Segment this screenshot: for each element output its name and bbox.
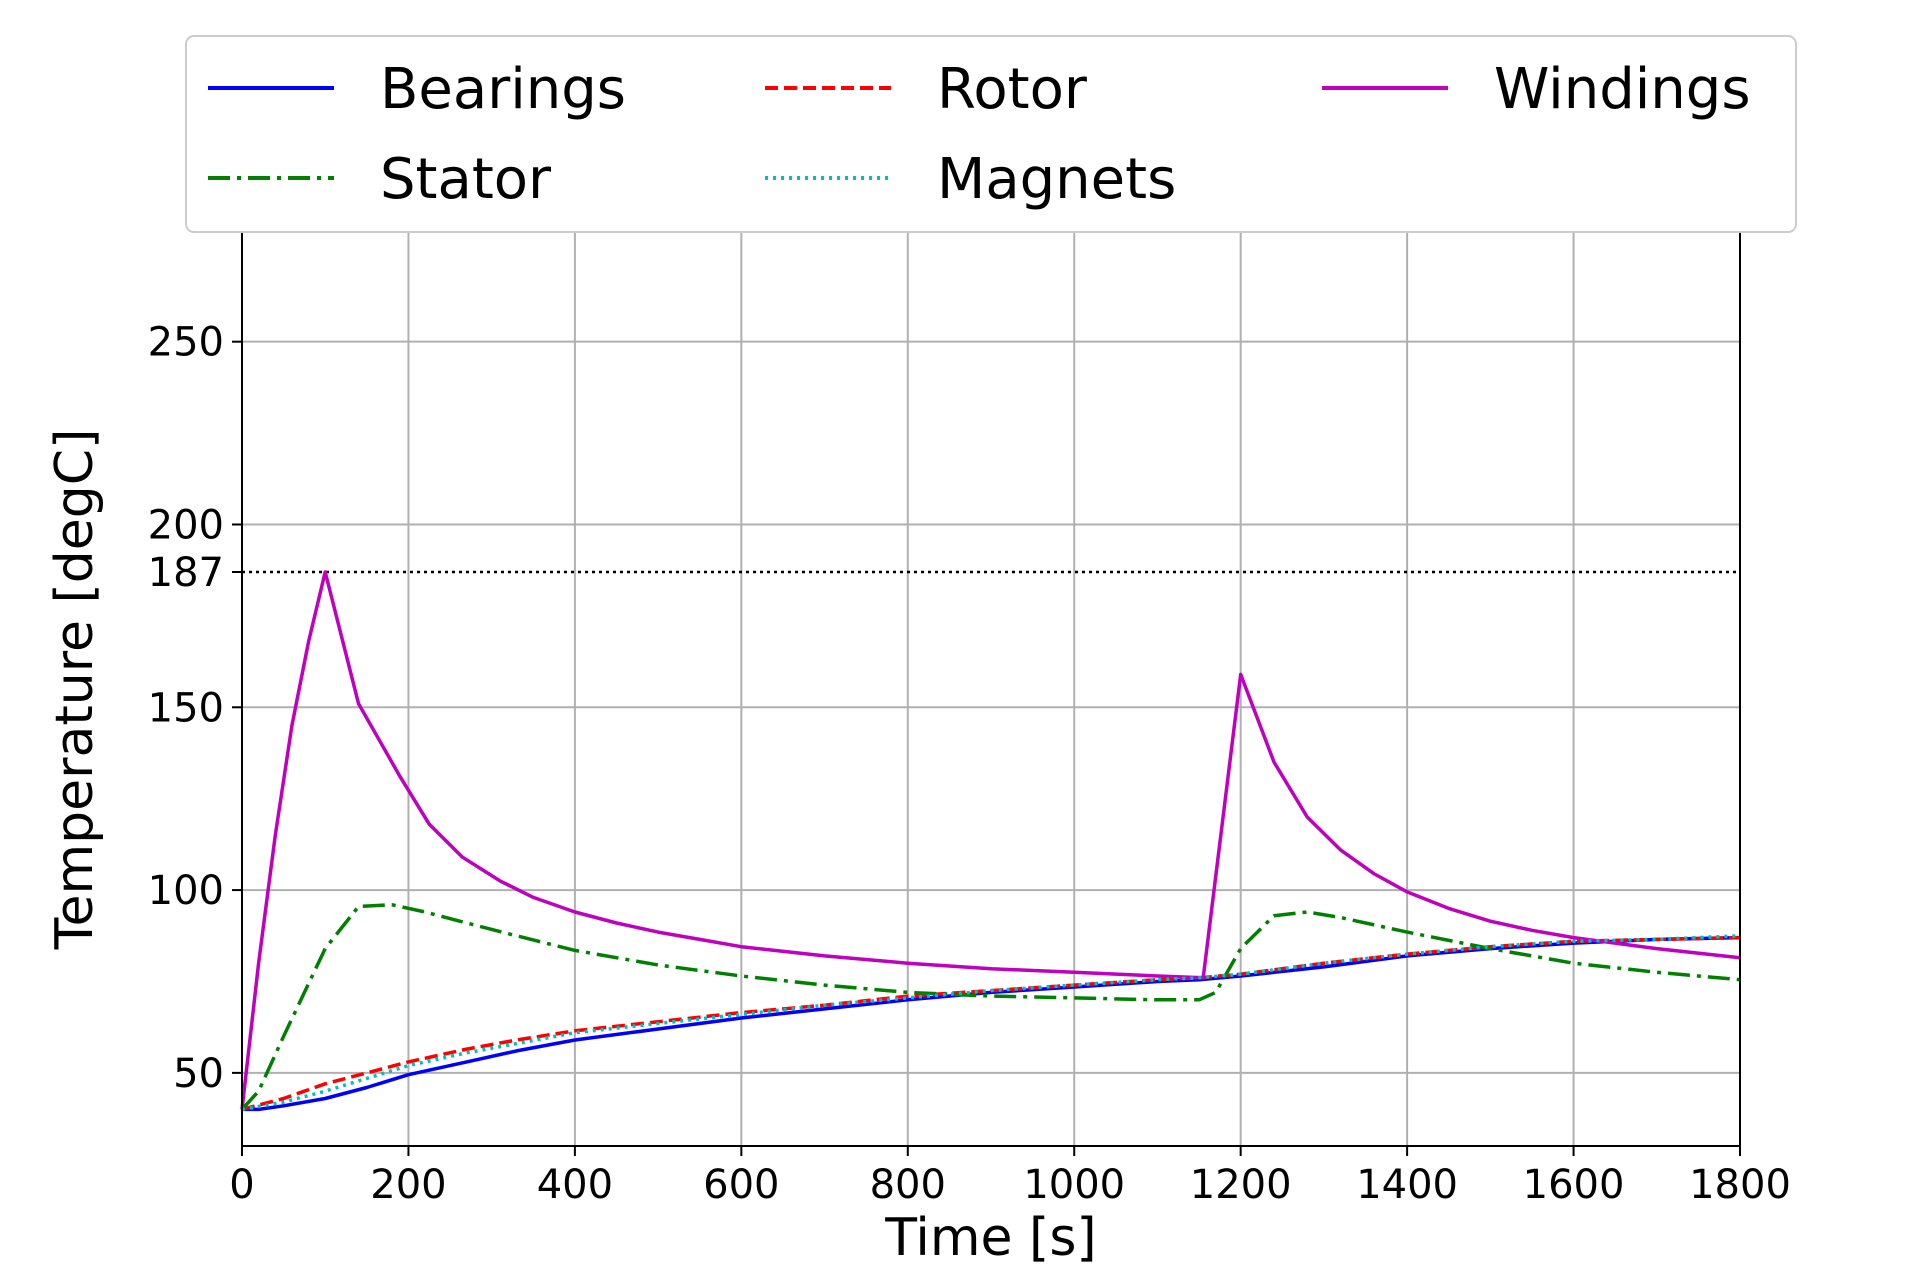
x-axis-label: Time [s] <box>884 1208 1096 1268</box>
x-tick-label: 0 <box>229 1162 254 1208</box>
legend: Bearings Rotor Windings Stator Magnets <box>185 35 1797 233</box>
x-axis-ticks: 0 200 400 600 800 1000 1200 1400 1600 1800 <box>229 1146 1791 1208</box>
y-tick-label: 50 <box>173 1051 224 1097</box>
legend-label-windings: Windings <box>1494 57 1751 122</box>
x-tick-label: 1800 <box>1689 1162 1791 1208</box>
legend-label-rotor: Rotor <box>937 57 1088 122</box>
series-line-windings <box>240 570 1741 1110</box>
x-tick-label: 200 <box>370 1162 446 1208</box>
axes-frame <box>241 231 1741 1147</box>
legend-label-stator: Stator <box>380 147 552 212</box>
y-tick-label: 250 <box>148 320 224 366</box>
x-tick-label: 600 <box>703 1162 779 1208</box>
y-axis-label: Temperature [degC] <box>45 429 105 951</box>
y-tick-label: 100 <box>148 868 224 914</box>
x-tick-label: 1600 <box>1523 1162 1625 1208</box>
series-lines <box>240 570 1741 1112</box>
series-line-magnets <box>241 934 1741 1112</box>
x-tick-label: 1200 <box>1190 1162 1292 1208</box>
x-tick-label: 1000 <box>1023 1162 1125 1208</box>
series-line-rotor <box>241 935 1741 1112</box>
legend-box <box>185 35 1797 233</box>
series-line-stator <box>240 902 1741 1111</box>
series-line-bearings <box>242 935 1741 1112</box>
x-tick-label: 800 <box>870 1162 946 1208</box>
x-tick-label: 400 <box>537 1162 613 1208</box>
legend-label-magnets: Magnets <box>937 147 1176 212</box>
y-tick-label: 200 <box>148 502 224 548</box>
grid-lines <box>241 232 1741 1146</box>
x-tick-label: 1400 <box>1356 1162 1458 1208</box>
y-tick-label: 150 <box>148 685 224 731</box>
legend-label-bearings: Bearings <box>380 57 626 122</box>
y-tick-label: 187 <box>148 550 224 596</box>
